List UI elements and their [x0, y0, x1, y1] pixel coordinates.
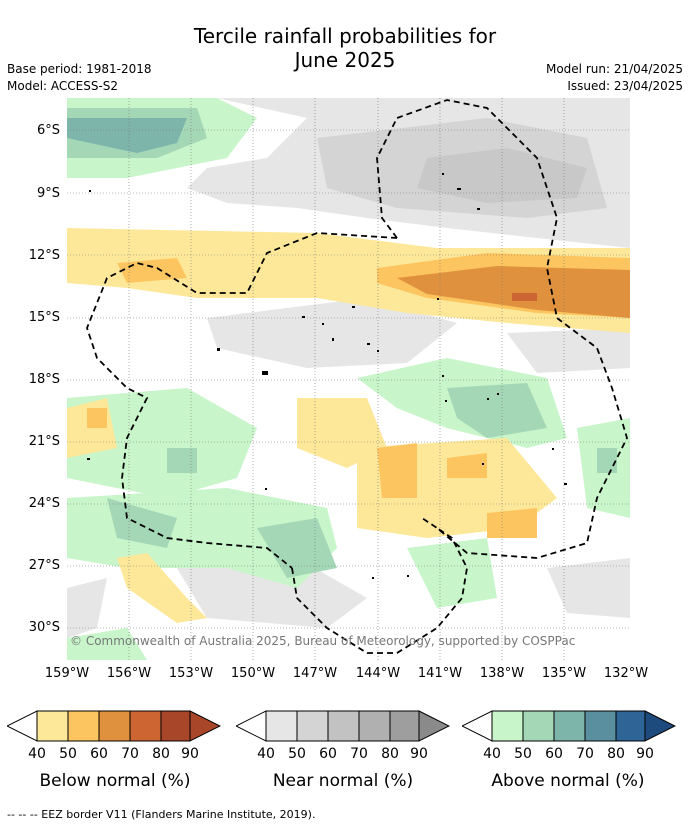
- colorbar-label-below: Below normal (%): [39, 771, 191, 791]
- tick-label: 50: [514, 746, 532, 762]
- lat-label: 30°S: [28, 620, 60, 635]
- lon-label: 153°W: [168, 666, 214, 681]
- tick-label: 70: [576, 746, 594, 762]
- rainfall-probability-map: [67, 98, 630, 660]
- near-normal-regions: [67, 98, 630, 638]
- tick-label: 50: [59, 746, 77, 762]
- lon-label: 141°W: [417, 666, 463, 681]
- eez-borders: [86, 99, 628, 654]
- tick-label: 70: [121, 746, 139, 762]
- tick-label: 40: [483, 746, 501, 762]
- lon-label: 159°W: [44, 666, 90, 681]
- lon-label: 144°W: [355, 666, 401, 681]
- tick-label: 80: [381, 746, 399, 762]
- eez-footnote: -- -- -- EEZ border V11 (Flanders Marine…: [7, 808, 316, 821]
- below-normal-regions: [67, 228, 630, 623]
- tick-label: 90: [636, 746, 654, 762]
- lat-label: 6°S: [36, 123, 60, 138]
- tick-label: 50: [288, 746, 306, 762]
- base-period: Base period: 1981-2018: [7, 62, 152, 76]
- islands: [87, 173, 567, 579]
- tick-label: 60: [319, 746, 337, 762]
- lon-label: 147°W: [292, 666, 338, 681]
- lat-label: 12°S: [28, 248, 60, 263]
- colorbar-arrow-left-icon: [236, 710, 267, 742]
- tick-label: 70: [350, 746, 368, 762]
- issued-date: Issued: 23/04/2025: [567, 79, 683, 93]
- colorbar-near-normal: [236, 710, 450, 742]
- tick-label: 40: [28, 746, 46, 762]
- colorbar-arrow-right-icon: [418, 710, 450, 742]
- model-run: Model run: 21/04/2025: [545, 62, 683, 76]
- above-normal-regions: [67, 98, 630, 660]
- tick-label: 60: [545, 746, 563, 762]
- tick-label: 80: [152, 746, 170, 762]
- tick-label: 90: [410, 746, 428, 762]
- tick-label: 90: [181, 746, 199, 762]
- map-title-line1: Tercile rainfall probabilities for: [193, 24, 497, 48]
- colorbar-arrow-right-icon: [644, 710, 676, 742]
- tick-label: 80: [607, 746, 625, 762]
- tick-label: 60: [90, 746, 108, 762]
- lat-label: 21°S: [28, 434, 60, 449]
- tick-label: 40: [257, 746, 275, 762]
- map-title-line2: June 2025: [294, 48, 396, 72]
- colorbar-arrow-left-icon: [7, 710, 38, 742]
- graticule: [67, 98, 630, 660]
- lon-label: 156°W: [106, 666, 152, 681]
- colorbar-above-normal: [462, 710, 676, 742]
- lat-label: 27°S: [28, 558, 60, 573]
- lon-label: 138°W: [479, 666, 525, 681]
- lat-label: 18°S: [28, 372, 60, 387]
- colorbar-arrow-left-icon: [462, 710, 493, 742]
- colorbar-arrow-right-icon: [189, 710, 221, 742]
- model-name: Model: ACCESS-S2: [7, 79, 119, 93]
- lat-label: 15°S: [28, 310, 60, 325]
- lon-label: 150°W: [230, 666, 276, 681]
- lon-label: 132°W: [603, 666, 649, 681]
- colorbar-label-above: Above normal (%): [491, 771, 645, 791]
- colorbar-label-near: Near normal (%): [272, 771, 414, 791]
- lat-label: 9°S: [36, 186, 60, 201]
- lat-label: 24°S: [28, 496, 60, 511]
- colorbar-below-normal: [7, 710, 221, 742]
- lon-label: 135°W: [541, 666, 587, 681]
- map-canvas: [67, 98, 630, 660]
- copyright-notice: © Commonwealth of Australia 2025, Bureau…: [70, 634, 576, 648]
